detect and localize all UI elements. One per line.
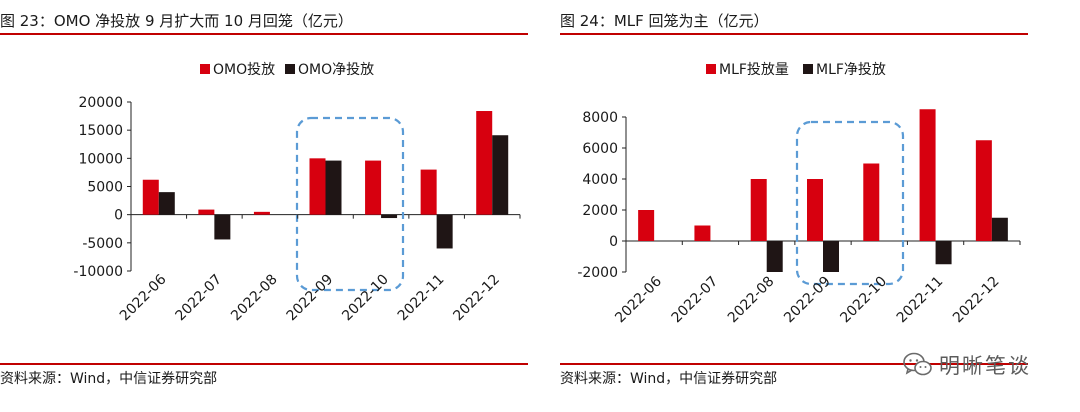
bar-primary xyxy=(750,179,767,241)
legend-swatch xyxy=(285,64,295,74)
watermark-text: 明晰笔谈 xyxy=(939,354,1031,378)
y-tick-label: 10000 xyxy=(78,151,123,167)
x-tick-label: 2022-11 xyxy=(894,274,947,327)
source-note: 资料来源：Wind，中信证券研究部 xyxy=(560,371,778,387)
legend-label: OMO投放 xyxy=(213,62,275,78)
y-tick-label: 15000 xyxy=(78,123,123,139)
y-tick-label: 4000 xyxy=(582,172,618,188)
y-tick-label: 2000 xyxy=(582,203,618,219)
bar-primary xyxy=(694,225,711,241)
title-divider xyxy=(560,33,1028,35)
bar-primary xyxy=(638,210,655,241)
bar-net xyxy=(158,192,175,215)
bar-net xyxy=(492,135,509,215)
bar-net xyxy=(325,160,342,215)
bar-net xyxy=(381,214,398,219)
source-note: 资料来源：Wind，中信证券研究部 xyxy=(0,371,218,387)
x-tick-label: 2022-07 xyxy=(669,274,722,327)
figure-title: 图 24：MLF 回笼为主（亿元） xyxy=(560,12,769,30)
watermark: 明晰笔谈 xyxy=(903,350,1031,380)
x-tick-label: 2022-08 xyxy=(228,272,281,325)
x-tick-label: 2022-08 xyxy=(725,274,778,327)
bar-net xyxy=(214,214,231,240)
bar-primary xyxy=(476,111,493,215)
x-tick-label: 2022-07 xyxy=(173,272,226,325)
x-tick-label: 2022-12 xyxy=(950,274,1003,327)
source-divider xyxy=(560,363,1028,365)
bar-primary xyxy=(142,179,159,215)
bar-net xyxy=(766,241,783,272)
figure-title: 图 23：OMO 净投放 9 月扩大而 10 月回笼（亿元） xyxy=(0,12,353,30)
x-tick-label: 2022-09 xyxy=(284,272,337,325)
y-tick-label: 8000 xyxy=(582,110,618,126)
bar-primary xyxy=(420,169,437,215)
bar-primary xyxy=(863,163,880,241)
bar-primary xyxy=(309,158,326,215)
y-tick-label: 20000 xyxy=(78,95,123,111)
x-tick-label: 2022-11 xyxy=(395,272,448,325)
source-divider xyxy=(0,363,528,365)
bar-primary xyxy=(975,140,992,241)
figure-panel-mlf: 图 24：MLF 回笼为主（亿元） MLF投放量 MLF净投放 -2000 0 2000… xyxy=(560,0,1080,412)
bar-primary xyxy=(253,211,270,215)
y-tick-label: 6000 xyxy=(582,141,618,157)
omo-chart: OMO投放 OMO净投放 -10000 -5000 0 5000 10000 15000 200… xyxy=(73,62,521,325)
x-tick-label: 2022-06 xyxy=(612,273,665,326)
title-divider xyxy=(0,33,528,35)
highlight-box xyxy=(295,116,405,292)
bar-net xyxy=(823,241,839,272)
legend-swatch xyxy=(200,64,210,74)
wechat-icon xyxy=(903,352,932,376)
legend-label: MLF投放量 xyxy=(719,62,789,78)
legend-label: MLF净投放 xyxy=(816,62,886,78)
x-tick-label: 2022-10 xyxy=(837,274,890,327)
y-tick-label: -2000 xyxy=(577,265,618,281)
y-tick-label: -5000 xyxy=(82,236,123,252)
x-tick-label: 2022-10 xyxy=(339,272,392,325)
y-tick-label: -10000 xyxy=(73,264,123,280)
x-tick-label: 2022-06 xyxy=(117,271,170,324)
y-tick-label: 0 xyxy=(609,234,618,250)
bar-primary xyxy=(807,179,823,241)
bar-primary xyxy=(365,160,382,215)
y-tick-label: 0 xyxy=(114,208,123,224)
bar-net xyxy=(935,241,952,265)
x-tick-label: 2022-09 xyxy=(781,274,834,327)
bar-primary xyxy=(919,109,936,241)
x-tick-label: 2022-12 xyxy=(450,272,503,325)
legend-label: OMO净投放 xyxy=(298,62,374,78)
highlight-box xyxy=(795,120,905,286)
figure-panel-omo: 图 23：OMO 净投放 9 月扩大而 10 月回笼（亿元） OMO投放 OMO净… xyxy=(0,0,530,412)
mlf-chart: MLF投放量 MLF净投放 -2000 0 2000 4000 6000 8000 2022-0… xyxy=(577,62,1021,327)
legend-swatch xyxy=(803,64,813,74)
legend-swatch xyxy=(706,64,716,74)
y-tick-label: 5000 xyxy=(87,180,123,196)
bar-net xyxy=(436,214,453,249)
bar-primary xyxy=(198,209,215,215)
bar-net xyxy=(991,217,1008,241)
